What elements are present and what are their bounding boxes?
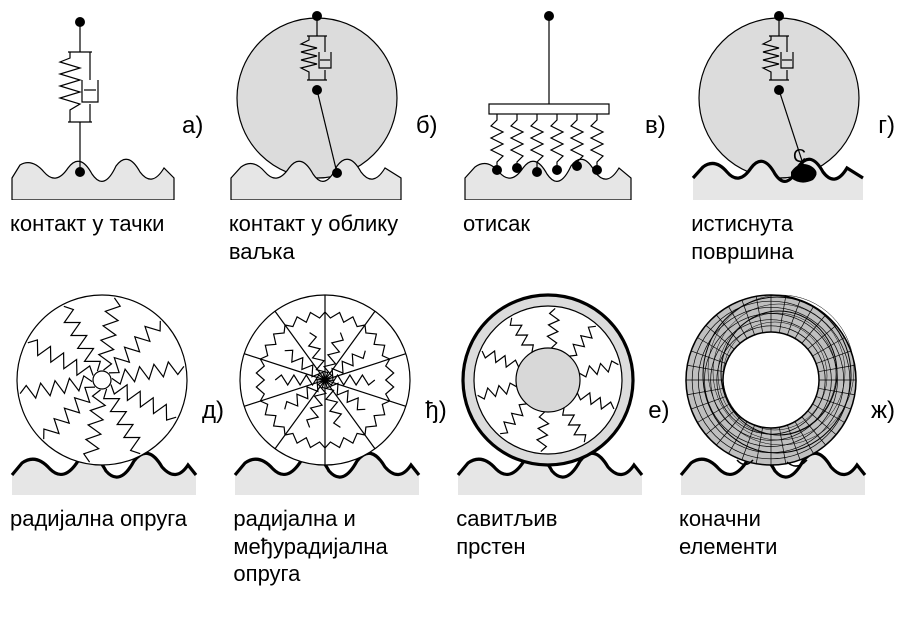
panel-v-caption: отисак: [463, 210, 530, 238]
panel-g-caption: истиснута површина: [691, 210, 793, 265]
panel-zh-caption: коначни елементи: [679, 505, 777, 560]
panel-g-label: г): [878, 112, 895, 140]
panel-e: е) савитљив прстен: [456, 285, 669, 560]
row-2: д) радијална опруга ђ) радијална и међур…: [10, 285, 895, 588]
contact-letter: С: [793, 146, 806, 166]
panel-d: д) радијална опруга: [10, 285, 224, 533]
panel-v-label: в): [645, 112, 666, 140]
panel-v: в) отисак: [463, 10, 666, 238]
panel-g-svg: С: [691, 10, 876, 200]
panel-dj-caption: радијална и међурадијална опруга: [233, 505, 387, 588]
panel-dj: ђ) радијална и међурадијална опруга: [233, 285, 446, 588]
row-1: а) контакт у тачки: [10, 10, 895, 265]
panel-zh-svg: [679, 285, 869, 495]
panel-d-label: д): [202, 397, 224, 425]
panel-e-label: е): [648, 397, 669, 425]
panel-b-label: б): [416, 112, 438, 140]
panel-zh-label: ж): [871, 397, 895, 425]
panel-a: а) контакт у тачки: [10, 10, 203, 238]
panel-b-svg: [229, 10, 414, 200]
panel-d-caption: радијална опруга: [10, 505, 187, 533]
panel-b-caption: контакт у облику ваљка: [229, 210, 398, 265]
panel-a-svg: [10, 10, 180, 200]
panel-e-svg: [456, 285, 646, 495]
panel-a-caption: контакт у тачки: [10, 210, 164, 238]
panel-dj-svg: [233, 285, 423, 495]
panel-e-caption: савитљив прстен: [456, 505, 557, 560]
panel-g: С г) истиснута површина: [691, 10, 895, 265]
panel-a-label: а): [182, 112, 203, 140]
panel-b: б) контакт у облику ваљка: [229, 10, 438, 265]
panel-dj-label: ђ): [425, 397, 446, 425]
panel-v-svg: [463, 10, 643, 200]
panel-zh: ж) коначни елементи: [679, 285, 895, 560]
panel-d-svg: [10, 285, 200, 495]
